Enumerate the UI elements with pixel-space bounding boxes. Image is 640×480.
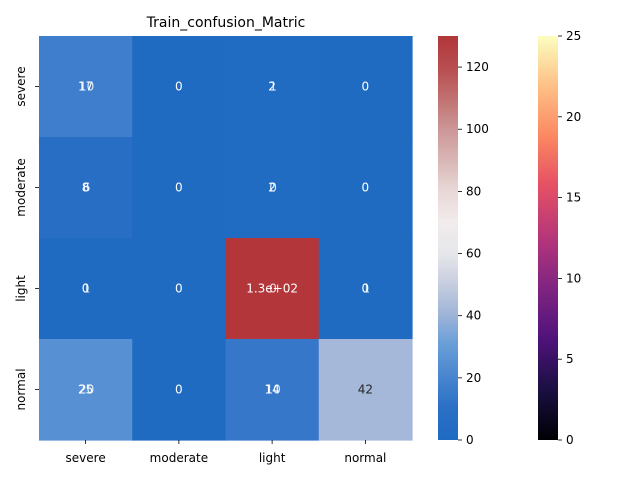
heatmap-cell	[132, 137, 227, 239]
cell-value-label: 2	[268, 181, 276, 195]
colorbar-tick-label: 5	[566, 352, 574, 366]
cell-value-label: 0	[362, 80, 370, 94]
x-tick-label: moderate	[150, 451, 208, 465]
heatmap-cell	[318, 137, 413, 239]
heatmap-cell	[318, 339, 413, 441]
heatmap-cell	[39, 137, 133, 239]
colorbar-tick-label: 120	[466, 60, 489, 74]
cell-value-label: 0	[175, 80, 183, 94]
y-tick-label: severe	[14, 66, 28, 106]
y-tick-label: light	[14, 275, 28, 302]
colorbar-tick-label: 25	[566, 29, 581, 43]
heatmap-cell	[132, 238, 227, 340]
cell-overlay-label: 20	[79, 383, 94, 397]
heatmap-cell	[132, 36, 227, 138]
cell-overlay-label: 0	[269, 181, 277, 195]
cell-value-label: 1.3e+02	[246, 282, 298, 296]
colorbar-tick-label: 0	[466, 433, 474, 447]
cell-value-label: 0	[175, 383, 183, 397]
cell-value-label: 2	[268, 80, 276, 94]
cell-value-label: 17	[78, 80, 93, 94]
chart-title: Train_confusion_Matric	[146, 15, 306, 31]
colorbar-tick-label: 20	[466, 371, 481, 385]
colorbar-tick-label: 20	[566, 110, 581, 124]
heatmap-cell	[318, 36, 413, 138]
cell-overlay-label: 6	[83, 181, 91, 195]
cell-value-label: 0	[362, 282, 370, 296]
x-tick-label: normal	[344, 451, 386, 465]
colorbar-tick-label: 40	[466, 309, 481, 323]
cell-overlay-label: 1	[269, 80, 277, 94]
colorbar-tick-label: 60	[466, 247, 481, 261]
heatmap-cell	[225, 339, 320, 441]
cell-value-label: 25	[78, 383, 93, 397]
colorbar-tick-label: 0	[566, 433, 574, 447]
colorbar-tick-label: 80	[466, 184, 481, 198]
heatmap-cell	[39, 238, 133, 340]
heatmap-cell	[225, 137, 320, 239]
heatmap-cell	[318, 238, 413, 340]
y-tick-label: moderate	[14, 158, 28, 216]
x-axis-ticks: severe moderate light normal	[66, 440, 386, 465]
heatmap-cell	[225, 238, 320, 340]
cell-value-label: 0	[175, 181, 183, 195]
cell-value-label: 0	[175, 282, 183, 296]
y-axis-ticks: severe moderate light normal	[14, 66, 39, 411]
heatmap-cell	[39, 36, 133, 138]
colorbar-tick-label: 10	[566, 271, 581, 285]
heatmap-cell	[132, 339, 227, 441]
cell-overlay-label: 1	[83, 282, 91, 296]
colorbar-secondary-ticks: 0 5 10 15 20 25	[558, 29, 581, 447]
cell-value-label: 42	[358, 383, 373, 397]
cell-value-label: 0	[362, 181, 370, 195]
cell-value-label: 0	[82, 282, 90, 296]
colorbar-tick-label: 100	[466, 122, 489, 136]
cell-overlay-labels: 10 16 01 0 120 10	[79, 80, 370, 397]
heatmap-cell	[225, 36, 320, 138]
cell-value-labels: 17 0 2 08 0 2 00 0 1.3e+02 025 0 14 42	[78, 80, 373, 397]
x-tick-label: light	[259, 451, 286, 465]
x-tick-label: severe	[66, 451, 106, 465]
colorbar-tick-label: 15	[566, 191, 581, 205]
heatmap-cell	[39, 339, 133, 441]
cell-overlay-label: 10	[265, 383, 280, 397]
cell-overlay-label: 1	[363, 282, 371, 296]
colorbar-secondary	[538, 36, 558, 440]
cell-value-label: 14	[264, 383, 279, 397]
cell-overlay-label: 0	[269, 282, 277, 296]
colorbar-main	[438, 36, 458, 440]
cell-overlay-label: 10	[79, 80, 94, 94]
cell-value-label: 8	[82, 181, 90, 195]
colorbar-main-ticks: 0 20 40 60 80 100 120	[458, 60, 489, 447]
heatmap-cells	[39, 36, 413, 441]
y-tick-label: normal	[14, 368, 28, 410]
